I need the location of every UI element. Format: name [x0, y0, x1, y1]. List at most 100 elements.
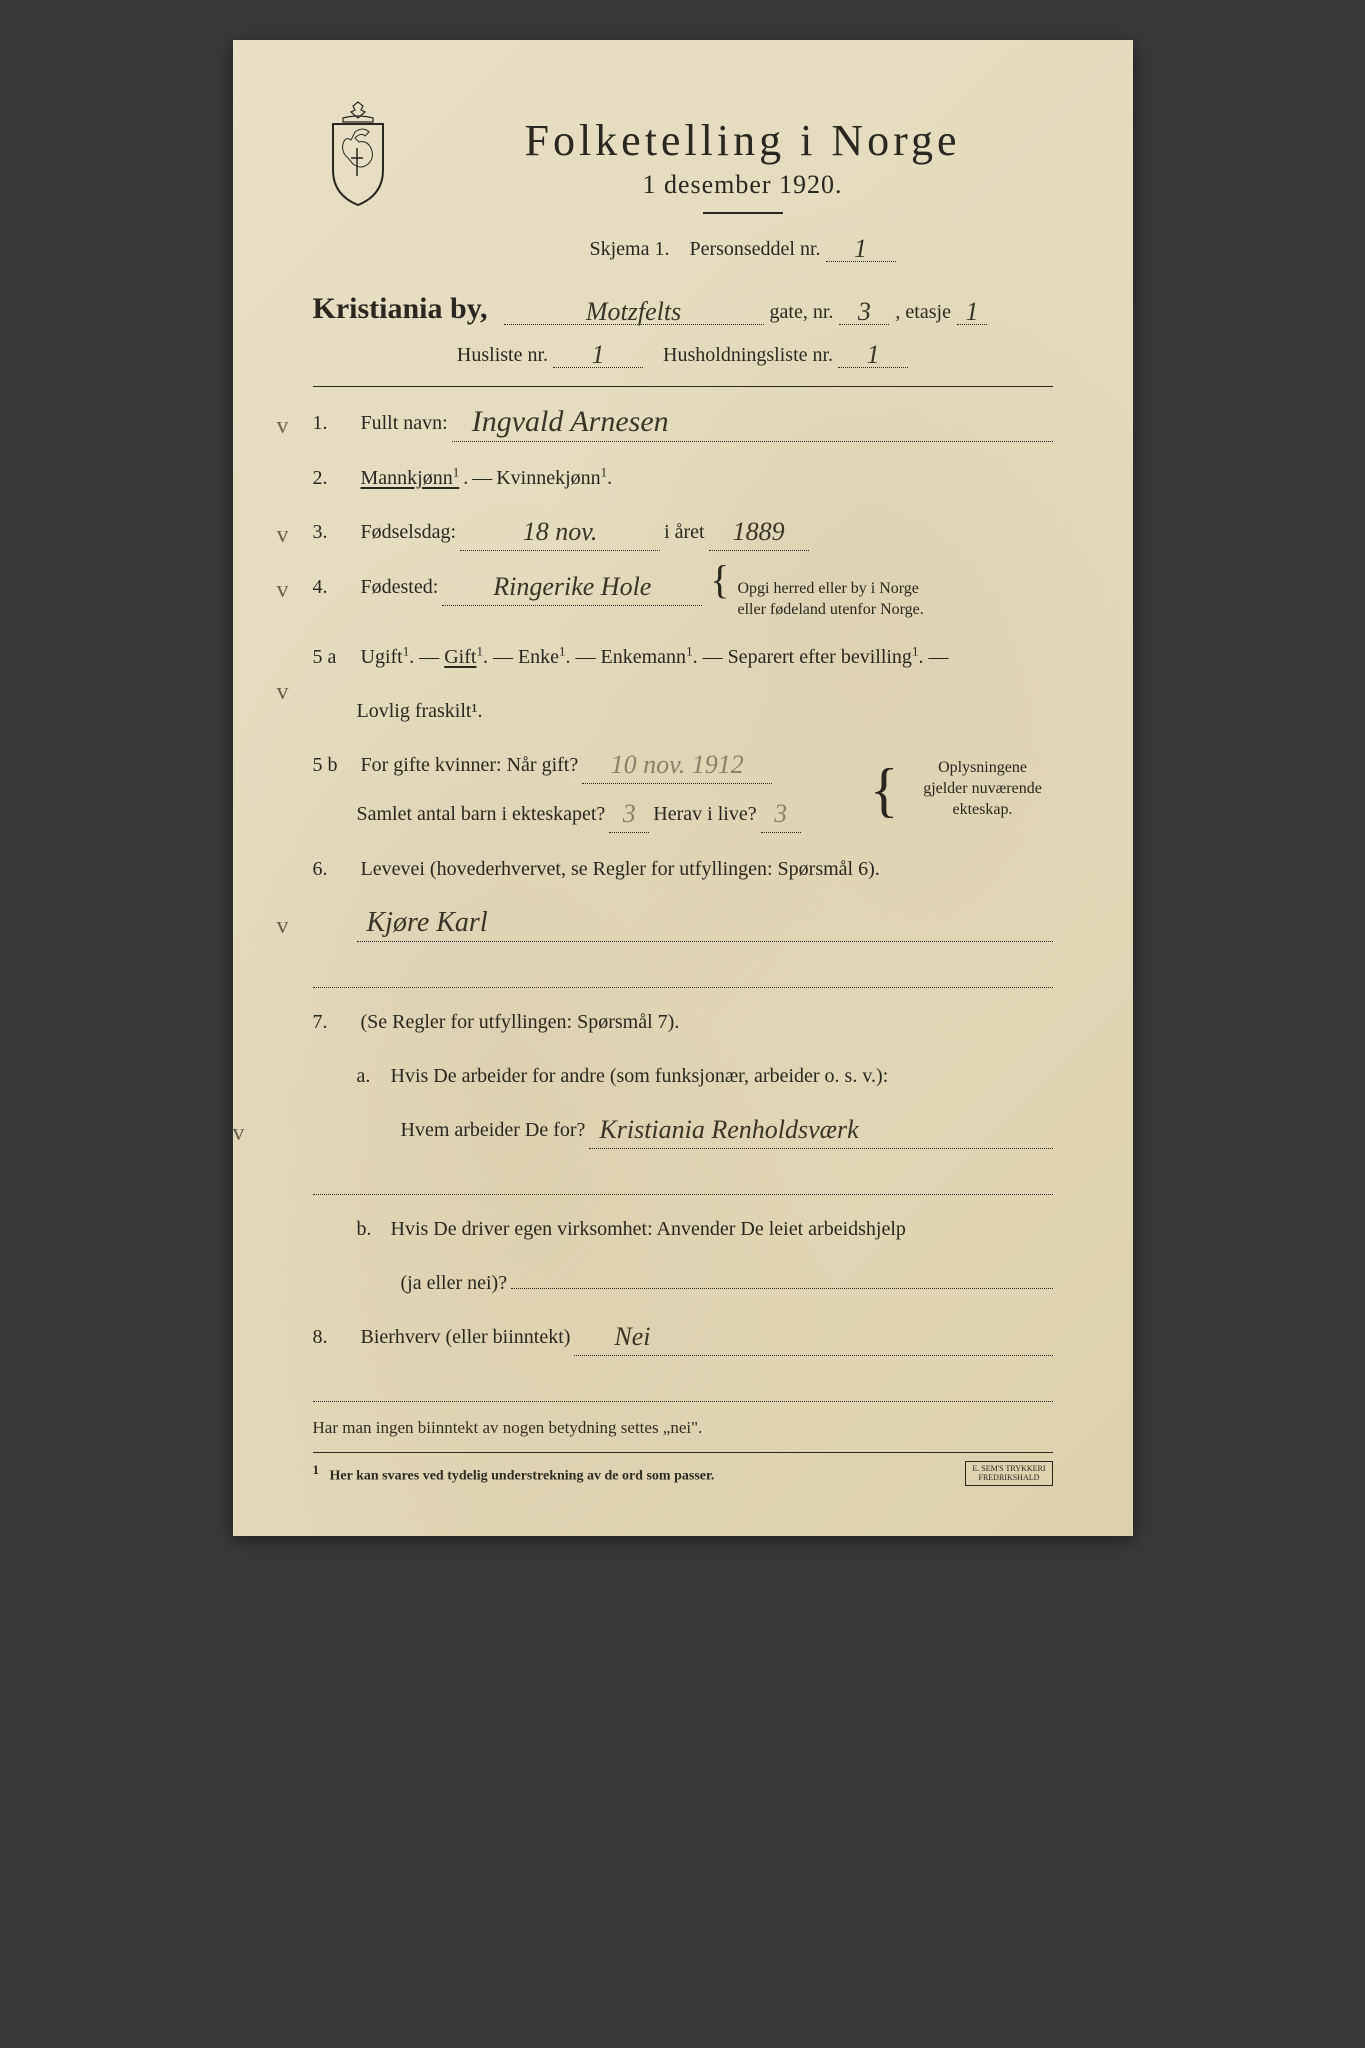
- q7a-q: Hvem arbeider De for?: [401, 1112, 586, 1148]
- divider-line: [703, 212, 783, 214]
- brace-icon: {: [710, 570, 729, 590]
- q5b-label2: Samlet antal barn i ekteskapet?: [357, 796, 606, 832]
- q7b-q-row: (ja eller nei)?: [313, 1265, 1053, 1301]
- personseddel-label: Personseddel nr.: [689, 238, 820, 260]
- personseddel-nr: 1: [826, 234, 896, 262]
- q5b-value2: 3: [609, 796, 649, 833]
- checkmark-icon: v: [277, 405, 289, 448]
- header: Folketelling i Norge 1 desember 1920. Sk…: [313, 110, 1053, 282]
- q7a-label: Hvis De arbeider for andre (som funksjon…: [391, 1058, 889, 1094]
- footnote-text: 1 Her kan svares ved tydelig understrekn…: [313, 1462, 715, 1485]
- q5a-options: Ugift1. — Gift1. — Enke1. — Enkemann1. —…: [361, 639, 949, 675]
- q1-blank: Ingvald Arnesen: [452, 405, 1053, 442]
- q5a-row: v 5 a Ugift1. — Gift1. — Enke1. — Enkema…: [313, 639, 1053, 675]
- q4-row: v 4. Fødested: Ringerike Hole { Opgi her…: [313, 569, 1053, 621]
- q3-day: 18 nov.: [460, 514, 660, 551]
- q3-row: v 3. Fødselsdag: 18 nov. i året 1889: [313, 514, 1053, 551]
- q7a-q-row: v Hvem arbeider De for? Kristiania Renho…: [313, 1112, 1053, 1149]
- q6-blank-line: [313, 960, 1053, 988]
- q5a-num: 5 a: [313, 639, 357, 675]
- census-form-document: Folketelling i Norge 1 desember 1920. Sk…: [233, 40, 1133, 1536]
- q5b-label1: For gifte kvinner: Når gift?: [361, 747, 579, 783]
- etasje-nr: 1: [957, 297, 987, 325]
- husliste-label: Husliste nr.: [457, 344, 548, 366]
- q4-num: 4.: [313, 569, 357, 605]
- q3-year: 1889: [709, 514, 809, 551]
- husliste-nr: 1: [553, 340, 643, 368]
- checkmark-icon: v: [233, 1112, 245, 1155]
- city-line: Kristiania by, Motzfelts gate, nr. 3 , e…: [313, 292, 1053, 326]
- q6-value-row: v Kjøre Karl: [313, 905, 1053, 942]
- q2-male: Mannkjønn1: [361, 460, 460, 496]
- q7-row: 7. (Se Regler for utfyllingen: Spørsmål …: [313, 1004, 1053, 1040]
- q3-year-label: i året: [664, 514, 705, 550]
- checkmark-icon: v: [277, 569, 289, 612]
- husholdning-label: Husholdningsliste nr.: [663, 344, 833, 366]
- q5b-row: 5 b For gifte kvinner: Når gift? 10 nov.…: [313, 747, 1053, 833]
- q7b-row: b. Hvis De driver egen virksomhet: Anven…: [313, 1211, 1053, 1247]
- q2-sep: —: [472, 460, 492, 496]
- q5b-line1: 5 b For gifte kvinner: Når gift? 10 nov.…: [313, 747, 856, 784]
- footnote-separator: [313, 1452, 1053, 1453]
- q7b-q: (ja eller nei)?: [401, 1265, 508, 1301]
- q7b-blank: [511, 1288, 1052, 1289]
- checkmark-icon: v: [277, 905, 289, 948]
- q2-row: 2. Mannkjønn1. — Kvinnekjønn1.: [313, 460, 1053, 496]
- q7a-value: Kristiania Renholdsværk: [589, 1112, 1052, 1149]
- q6-num: 6.: [313, 851, 357, 887]
- q5b-note: Oplysningene gjelder nuværende ekteskap.: [913, 758, 1053, 820]
- q2-female: Kvinnekjønn1.: [496, 460, 612, 496]
- q4-note: Opgi herred eller by i Norge eller fødel…: [737, 579, 923, 621]
- q7a-blank-line: [313, 1167, 1053, 1195]
- husliste-line: Husliste nr. 1 Husholdningsliste nr. 1: [313, 340, 1053, 368]
- sub-date: 1 desember 1920.: [433, 170, 1053, 200]
- q5b-left: 5 b For gifte kvinner: Når gift? 10 nov.…: [313, 747, 856, 833]
- brace-icon: {: [870, 775, 899, 805]
- q5b-label3: Herav i live?: [653, 796, 756, 832]
- city-name: Kristiania by,: [313, 292, 488, 326]
- q2-num: 2.: [313, 460, 357, 496]
- q6-value: Kjøre Karl: [357, 905, 1053, 942]
- q7b-num: b.: [357, 1211, 387, 1247]
- q7a-row: a. Hvis De arbeider for andre (som funks…: [313, 1058, 1053, 1094]
- q5b-value3: 3: [761, 796, 801, 833]
- footnote-row: 1 Her kan svares ved tydelig understrekn…: [313, 1461, 1053, 1486]
- husholdning-nr: 1: [838, 340, 908, 368]
- q1-num: 1.: [313, 405, 357, 441]
- main-title: Folketelling i Norge: [433, 115, 1053, 166]
- q3-label: Fødselsdag:: [361, 514, 457, 550]
- q8-blank-line: [313, 1374, 1053, 1402]
- norway-crest-icon: [313, 100, 403, 210]
- q5b-value1: 10 nov. 1912: [582, 747, 772, 784]
- gate-label: gate, nr.: [770, 301, 834, 324]
- q4-value: Ringerike Hole: [442, 569, 702, 606]
- q8-label: Bierhverv (eller biinntekt): [361, 1319, 571, 1355]
- street-blank: Motzfelts: [504, 297, 764, 325]
- q5a-cont: Lovlig fraskilt¹.: [313, 693, 1053, 729]
- checkmark-icon: v: [277, 671, 289, 714]
- footer-note: Har man ingen biinntekt av nogen betydni…: [313, 1418, 1053, 1438]
- crest-svg: [313, 100, 403, 210]
- etasje-label: , etasje: [895, 301, 951, 324]
- title-block: Folketelling i Norge 1 desember 1920. Sk…: [433, 110, 1053, 282]
- q8-num: 8.: [313, 1319, 357, 1355]
- q8-value: Nei: [574, 1319, 1052, 1356]
- gate-nr: 3: [839, 297, 889, 325]
- separator-1: [313, 386, 1053, 387]
- q7b-label: Hvis De driver egen virksomhet: Anvender…: [391, 1211, 906, 1247]
- skjema-label: Skjema 1.: [589, 238, 669, 260]
- q6-label: Levevei (hovederhvervet, se Regler for u…: [361, 851, 880, 887]
- q7-label: (Se Regler for utfyllingen: Spørsmål 7).: [361, 1004, 680, 1040]
- q7a-num: a.: [357, 1058, 387, 1094]
- q5b-num: 5 b: [313, 747, 357, 783]
- q5b-line2: Samlet antal barn i ekteskapet? 3 Herav …: [313, 796, 856, 833]
- q8-row: 8. Bierhverv (eller biinntekt) Nei: [313, 1319, 1053, 1356]
- q1-row: v 1. Fullt navn: Ingvald Arnesen: [313, 405, 1053, 442]
- q7-num: 7.: [313, 1004, 357, 1040]
- printer-stamp: E. SEM'S TRYKKERI FREDRIKSHALD: [965, 1461, 1052, 1486]
- q1-label: Fullt navn:: [361, 405, 448, 441]
- checkmark-icon: v: [277, 514, 289, 557]
- q3-num: 3.: [313, 514, 357, 550]
- q4-label: Fødested:: [361, 569, 439, 605]
- skjema-line: Skjema 1. Personseddel nr. 1: [433, 234, 1053, 262]
